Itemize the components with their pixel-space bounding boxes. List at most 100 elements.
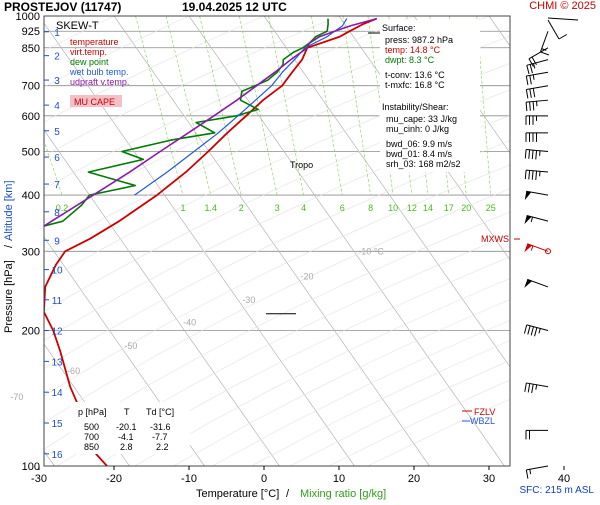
tropo-label: Tropo	[290, 160, 313, 170]
wind-barb	[525, 170, 548, 180]
altitude-tick-label: 2	[54, 52, 60, 63]
isotherm-label: -30	[242, 295, 255, 305]
x-tick-label: -10	[181, 473, 197, 485]
table-row-700-td: -7.7	[152, 432, 168, 442]
table-row-700-t: -4.1	[118, 432, 134, 442]
mixing-ratio-label: 8	[368, 203, 373, 213]
instability-mucape: mu_cape: 33 J/kg	[386, 114, 457, 124]
altitude-tick-label: 11	[52, 296, 63, 307]
wind-barb	[526, 86, 548, 99]
altitude-tick-label: 14	[51, 388, 63, 399]
mxws-label: MXWS	[481, 234, 509, 244]
pressure-tick-label: 925	[22, 26, 40, 38]
pressure-tick-label: 500	[22, 146, 40, 158]
table-row-500-t: -20.1	[116, 422, 137, 432]
wind-barb	[526, 72, 548, 85]
table-row-850-p: 850	[84, 442, 99, 452]
station-title: PROSTEJOV (11747)	[4, 0, 121, 14]
mixing-ratio-label: 20	[461, 203, 471, 213]
wind-barbs	[524, 18, 578, 479]
wind-barb	[526, 116, 548, 125]
pressure-tick-label: 850	[22, 43, 40, 55]
legend-temperature: temperature	[70, 37, 119, 47]
pressure-tick-label: 100	[22, 461, 40, 473]
altitude-tick-label: 16	[51, 450, 63, 461]
x-tick-label: 10	[333, 473, 345, 485]
wind-barb	[526, 430, 548, 439]
mixing-ratio-label: 6	[340, 203, 345, 213]
altitude-tick-label: 15	[51, 419, 63, 430]
mixing-ratio-line	[136, 16, 183, 195]
mixing-ratio-label: 2	[239, 203, 244, 213]
isotherm-label: -40	[183, 318, 196, 328]
wbzl-label: WBZL	[470, 416, 495, 426]
instability-srh03: srh_03: 168 m2/s2	[386, 159, 461, 169]
wind-barb	[526, 100, 548, 111]
wind-barb	[524, 279, 548, 287]
x-axis-label: Temperature [°C]	[196, 488, 279, 500]
x-tick-label: -30	[31, 473, 47, 485]
altitude-tick-label: 3	[54, 76, 60, 87]
altitude-tick-label: 8	[54, 208, 60, 219]
wind-barb	[526, 133, 548, 142]
altitude-tick-label: 5	[54, 127, 60, 138]
x-tick-label: 30	[483, 473, 495, 485]
isotherm-label: -70	[10, 392, 23, 402]
altitude-tick-label: 6	[54, 153, 60, 164]
isotherm-label: -20	[301, 271, 314, 281]
altitude-tick-label: 4	[54, 101, 60, 112]
pressure-tick-label: 200	[22, 326, 40, 338]
wind-barb	[525, 191, 548, 200]
isotherm-label: -50	[124, 341, 137, 351]
x-axis-sep: /	[286, 488, 290, 500]
datetime-title: 19.04.2025 12 UTC	[182, 0, 287, 14]
legend-virt-temp: virt.temp.	[70, 47, 107, 57]
wind-barb	[525, 150, 548, 160]
altitude-tick-label: 12	[51, 327, 63, 338]
y-axis-sep: /	[3, 244, 15, 248]
altitude-tick-label: 10	[51, 266, 63, 277]
instability-bwd01: bwd_01: 8.4 m/s	[386, 149, 453, 159]
mixing-ratio-label: 17	[444, 203, 454, 213]
mixing-ratio-label: 4	[301, 203, 306, 213]
legend-updraft: udpraft v.temp.	[70, 77, 129, 87]
instability-mucinh: mu_cinh: 0 J/kg	[386, 124, 449, 134]
isotherm-line	[564, 16, 600, 466]
mixing-ratio-label: 3	[275, 203, 280, 213]
surface-dwpt: dwpt: 8.3 °C	[385, 55, 435, 65]
surface-temp: temp: 14.8 °C	[385, 45, 441, 55]
instability-title: Instability/Shear:	[382, 102, 449, 112]
wind-barb	[524, 215, 548, 224]
mixing-ratio-label: 12	[407, 203, 417, 213]
table-row-850-td: 2.2	[156, 442, 169, 452]
table-row-500-td: -31.6	[150, 422, 171, 432]
wind-barb	[548, 20, 567, 39]
mixing-ratio-label: 1.4	[204, 203, 217, 213]
surface-title: Surface:	[382, 23, 416, 33]
isotherm-line	[0, 16, 279, 466]
text-layer: SKEW-T temperature virt.temp. dew point …	[3, 20, 509, 500]
mixing-ratio-label: 10	[388, 203, 398, 213]
y-axis-label: Pressure [hPa]	[3, 260, 15, 333]
pressure-tick-label: 300	[22, 246, 40, 258]
sfc-label: SFC: 215 m ASL	[520, 485, 594, 496]
mixing-ratio-label: 25	[486, 203, 496, 213]
pressure-tick-label: 600	[22, 111, 40, 123]
instability-bwd06: bwd_06: 9.9 m/s	[386, 139, 453, 149]
table-header-td: Td [°C]	[146, 407, 174, 417]
dry-adiabat	[135, 16, 600, 466]
isotherm-label: -60	[67, 366, 80, 376]
x-tick-label: 40	[558, 473, 570, 485]
x-tick-label: 0	[261, 473, 267, 485]
y-axis-label-2: Altitude [km]	[3, 180, 15, 241]
wind-barb	[525, 383, 548, 393]
table-header-p: p [hPa]	[78, 407, 107, 417]
table-row-700-p: 700	[84, 432, 99, 442]
wind-barb	[526, 466, 548, 479]
mixing-ratio-line	[343, 16, 371, 195]
legend-title: SKEW-T	[56, 20, 99, 32]
table-header-t: T	[124, 407, 130, 417]
altitude-tick-label: 13	[51, 357, 63, 368]
